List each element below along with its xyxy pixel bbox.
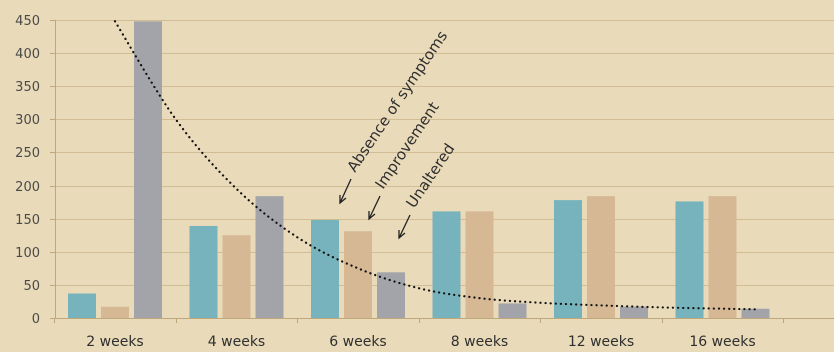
bar-improvement-12-weeks (587, 196, 615, 318)
bar-unaltered-8-weeks (498, 303, 527, 318)
bar-unaltered-16-weeks (741, 308, 770, 318)
bar-unaltered-2-weeks (134, 21, 162, 319)
bar-improvement-8-weeks (465, 211, 494, 318)
bar-improvement-2-weeks (101, 306, 129, 318)
y-tick-label: 350 (15, 80, 40, 95)
y-tick-label: 300 (15, 113, 40, 128)
bar-absence-of-symptoms-12-weeks (554, 200, 582, 318)
annotation-unaltered-arrow-line (398, 214, 411, 239)
bar-unaltered-6-weeks (377, 272, 405, 318)
annotation-absence-of-symptoms-arrow-head (339, 195, 347, 205)
annotation-improvement-arrow-head (368, 211, 376, 221)
trendline-path (113, 20, 761, 311)
bar-unaltered-4-weeks (255, 196, 284, 318)
annotation-unaltered-arrow-head (398, 230, 406, 240)
bar-absence-of-symptoms-16-weeks (675, 201, 704, 318)
bar-absence-of-symptoms-4-weeks (189, 225, 218, 318)
y-tick-label: 0 (32, 312, 40, 327)
bar-absence-of-symptoms-2-weeks (68, 293, 96, 318)
bar-improvement-6-weeks (344, 231, 372, 318)
x-tick-label: 4 weeks (208, 334, 265, 350)
y-tick-label: 400 (15, 47, 40, 62)
x-tick-label: 12 weeks (568, 334, 634, 350)
bar-improvement-4-weeks (222, 235, 251, 318)
x-tick-label: 8 weeks (451, 334, 508, 350)
annotation-improvement-arrow-line (368, 195, 381, 220)
x-tick-label: 2 weeks (86, 334, 143, 350)
bar-absence-of-symptoms-6-weeks (311, 219, 339, 318)
y-tick-label: 50 (23, 279, 40, 294)
y-tick-label: 150 (15, 213, 40, 228)
bar-absence-of-symptoms-8-weeks (432, 211, 461, 318)
x-axis-ticks: 2 weeks 4 weeks 6 weeks 8 weeks 12 weeks 16 w… (54, 318, 784, 350)
y-tick-label: 250 (15, 146, 40, 161)
bar-improvement-16-weeks (708, 196, 737, 318)
y-tick-label: 100 (15, 246, 40, 261)
y-axis-ticks: 0 50 100 150 200 250 300 350 400 450 (15, 14, 55, 327)
x-tick-label: 6 weeks (329, 334, 386, 350)
annotation-absence-of-symptoms-arrow-line (339, 178, 352, 204)
y-tick-label: 200 (15, 180, 40, 195)
bar-unaltered-12-weeks (620, 306, 648, 318)
bars (68, 21, 770, 319)
x-tick-label: 16 weeks (689, 334, 755, 350)
y-tick-label: 450 (15, 14, 40, 29)
trendline (113, 20, 761, 311)
